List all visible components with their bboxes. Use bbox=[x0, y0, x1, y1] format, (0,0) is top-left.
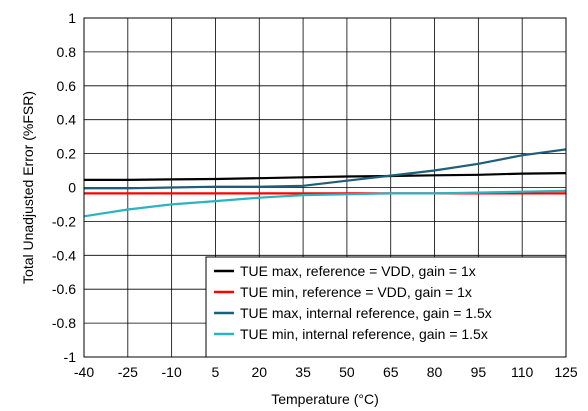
series-line-1 bbox=[84, 172, 567, 181]
legend-entry-4: TUE min, internal reference, gain = 1.5x bbox=[240, 326, 488, 342]
series-line-4 bbox=[83, 189, 567, 218]
y-tick-label: 0.2 bbox=[57, 146, 77, 162]
legend: TUE max, reference = VDD, gain = 1x TUE m… bbox=[205, 256, 567, 358]
y-tick-label: -0.2 bbox=[52, 213, 76, 229]
x-tick-label: 5 bbox=[212, 364, 220, 380]
series-lines bbox=[83, 148, 567, 218]
y-tick-label: 0.6 bbox=[57, 78, 77, 94]
y-tick-labels: -1 -0.8 -0.6 -0.4 -0.2 0 0.2 0.4 0.6 0.8 1 bbox=[52, 10, 76, 365]
x-tick-label: 50 bbox=[339, 364, 355, 380]
legend-entry-1: TUE max, reference = VDD, gain = 1x bbox=[240, 263, 476, 279]
y-tick-label: -1 bbox=[64, 349, 77, 365]
y-tick-label: -0.6 bbox=[52, 281, 76, 297]
x-tick-label: -25 bbox=[118, 364, 138, 380]
legend-entry-3: TUE max, internal reference, gain = 1.5x bbox=[240, 305, 492, 321]
x-tick-label: 95 bbox=[471, 364, 487, 380]
x-tick-label: 80 bbox=[427, 364, 443, 380]
y-axis-label: Total Unadjusted Error (%FSR) bbox=[20, 91, 36, 284]
series-line-3 bbox=[84, 148, 567, 190]
x-tick-label: 35 bbox=[295, 364, 311, 380]
x-tick-label: 20 bbox=[251, 364, 267, 380]
y-tick-label: -0.8 bbox=[52, 315, 76, 331]
y-tick-label: -0.4 bbox=[52, 247, 76, 263]
legend-box bbox=[205, 256, 567, 358]
y-tick-label: 0.4 bbox=[57, 112, 77, 128]
x-tick-label: 65 bbox=[383, 364, 399, 380]
x-tick-label: -10 bbox=[162, 364, 182, 380]
x-tick-labels: -40 -25 -10 5 20 35 50 65 80 95 110 125 bbox=[74, 364, 578, 380]
legend-entry-2: TUE min, reference = VDD, gain = 1x bbox=[240, 284, 472, 300]
x-tick-label: 125 bbox=[554, 364, 578, 380]
y-tick-label: 1 bbox=[68, 10, 76, 26]
x-tick-label: 110 bbox=[511, 364, 534, 380]
y-tick-label: 0.8 bbox=[57, 44, 77, 60]
y-tick-label: 0 bbox=[68, 180, 76, 196]
x-tick-label: -40 bbox=[74, 364, 94, 380]
x-axis-label: Temperature (°C) bbox=[271, 391, 379, 407]
